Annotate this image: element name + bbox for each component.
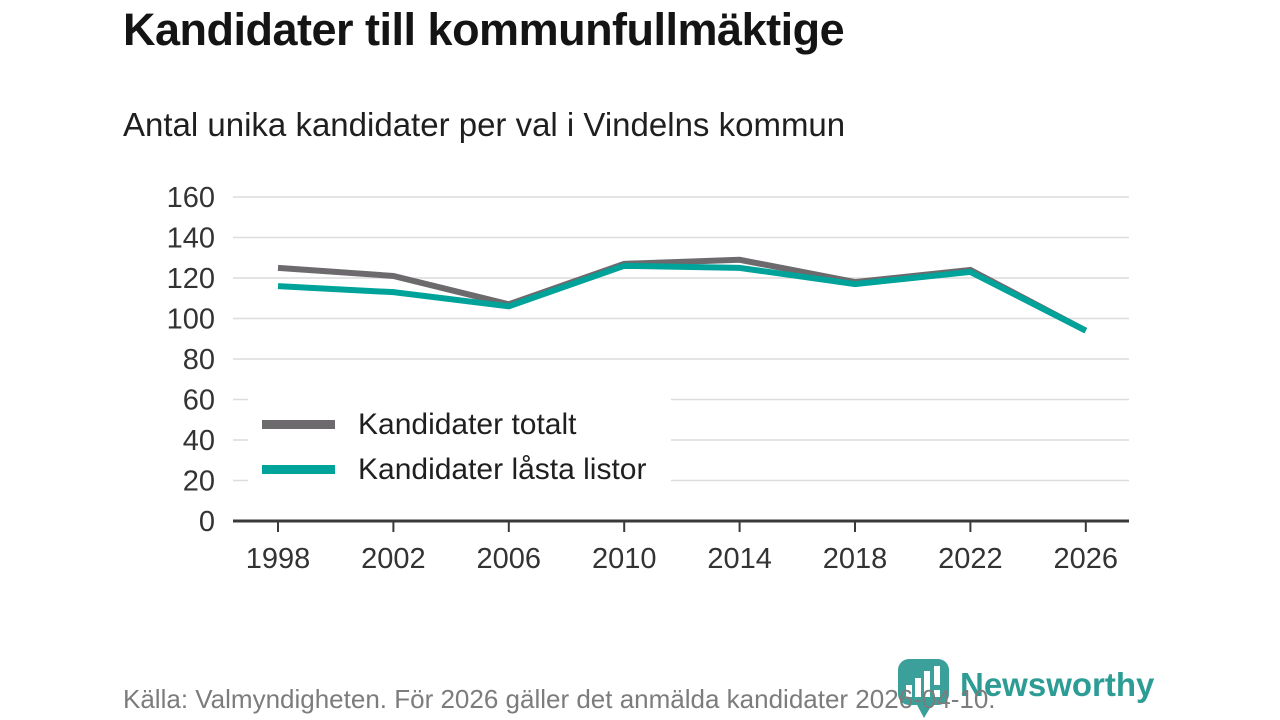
legend-swatch xyxy=(262,465,335,474)
svg-text:40: 40 xyxy=(183,425,215,457)
chart-legend: Kandidater totalt Kandidater låsta listor xyxy=(248,397,671,497)
svg-text:80: 80 xyxy=(183,344,215,376)
svg-text:0: 0 xyxy=(199,506,215,538)
svg-text:2018: 2018 xyxy=(823,543,888,575)
svg-text:140: 140 xyxy=(167,223,215,255)
svg-text:2026: 2026 xyxy=(1054,543,1119,575)
legend-swatch xyxy=(262,420,335,429)
svg-text:20: 20 xyxy=(183,466,215,498)
svg-text:60: 60 xyxy=(183,385,215,417)
newsworthy-logo[interactable]: Newsworthy xyxy=(897,658,1154,718)
legend-item: Kandidater låsta listor xyxy=(262,447,647,492)
chart-subtitle: Antal unika kandidater per val i Vindeln… xyxy=(123,106,846,143)
newsworthy-wordmark: Newsworthy xyxy=(960,666,1155,703)
legend-label: Kandidater totalt xyxy=(358,407,577,441)
svg-text:2002: 2002 xyxy=(361,543,426,575)
svg-text:2014: 2014 xyxy=(707,543,772,575)
svg-text:1998: 1998 xyxy=(246,543,311,575)
newsworthy-icon xyxy=(898,659,949,718)
chart-title: Kandidater till kommunfullmäktige xyxy=(123,4,845,55)
legend-label: Kandidater låsta listor xyxy=(358,452,647,486)
svg-text:2010: 2010 xyxy=(592,543,657,575)
svg-text:2022: 2022 xyxy=(938,543,1003,575)
svg-text:160: 160 xyxy=(167,182,215,214)
source-note: Källa: Valmyndigheten. För 2026 gäller d… xyxy=(123,684,996,714)
svg-text:2006: 2006 xyxy=(477,543,542,575)
svg-text:100: 100 xyxy=(167,304,215,336)
svg-text:120: 120 xyxy=(167,263,215,295)
legend-item: Kandidater totalt xyxy=(262,402,647,447)
